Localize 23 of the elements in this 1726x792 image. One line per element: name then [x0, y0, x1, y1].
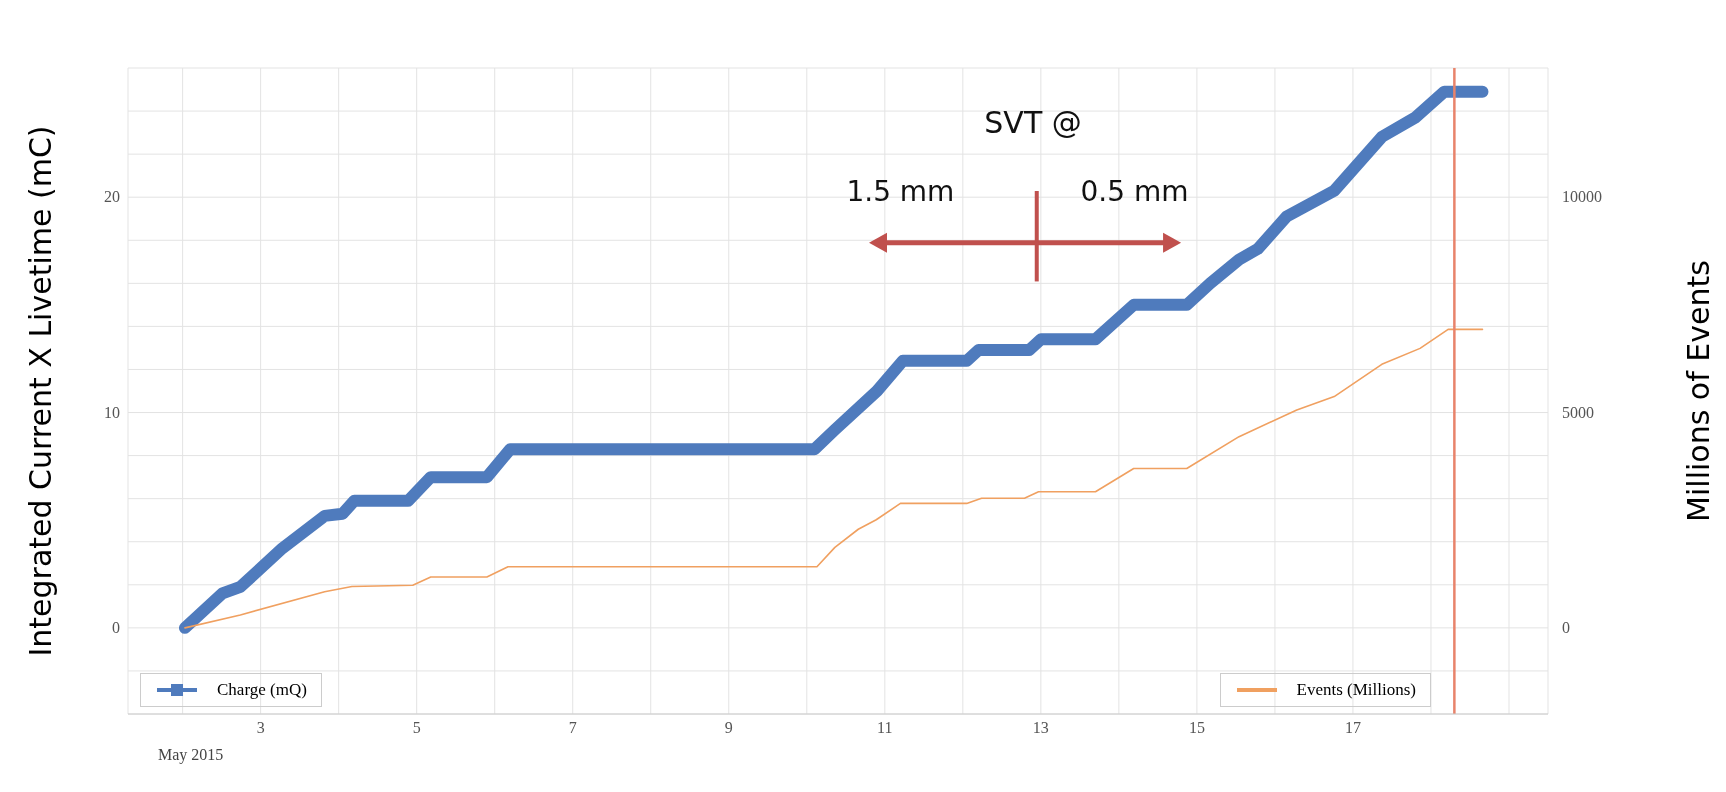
x-tick-label: 13 [1032, 719, 1049, 737]
x-tick-label: 15 [1188, 719, 1205, 737]
y2-tick-label: 5000 [1562, 403, 1594, 421]
annotation: 1.5 mm [846, 174, 955, 208]
annotation: SVT @ [984, 104, 1082, 140]
legend-label: Events (Millions) [1296, 680, 1416, 701]
y2-axis-title: Millions of Events [1680, 260, 1716, 522]
x-tick-label: 5 [412, 719, 421, 737]
x-tick-label: 3 [256, 719, 265, 737]
annotation: 0.5 mm [1080, 174, 1189, 208]
y2-tick-label: 0 [1562, 618, 1570, 636]
x-tick-label: 17 [1344, 719, 1361, 737]
y-axis-title: Integrated Current X Livetime (mC) [22, 125, 58, 657]
x-tick-label: 7 [568, 719, 577, 737]
x-tick-label: 11 [877, 719, 893, 737]
y-tick-label: 10 [104, 403, 120, 421]
y-tick-label: 20 [104, 188, 120, 206]
y-tick-label: 0 [112, 618, 120, 636]
y2-tick-label: 10000 [1562, 188, 1602, 206]
x-tick-label: 9 [724, 719, 733, 737]
text: May 2015 [158, 746, 224, 764]
legend-label: Charge (mQ) [217, 680, 307, 701]
line-series [184, 328, 1484, 629]
